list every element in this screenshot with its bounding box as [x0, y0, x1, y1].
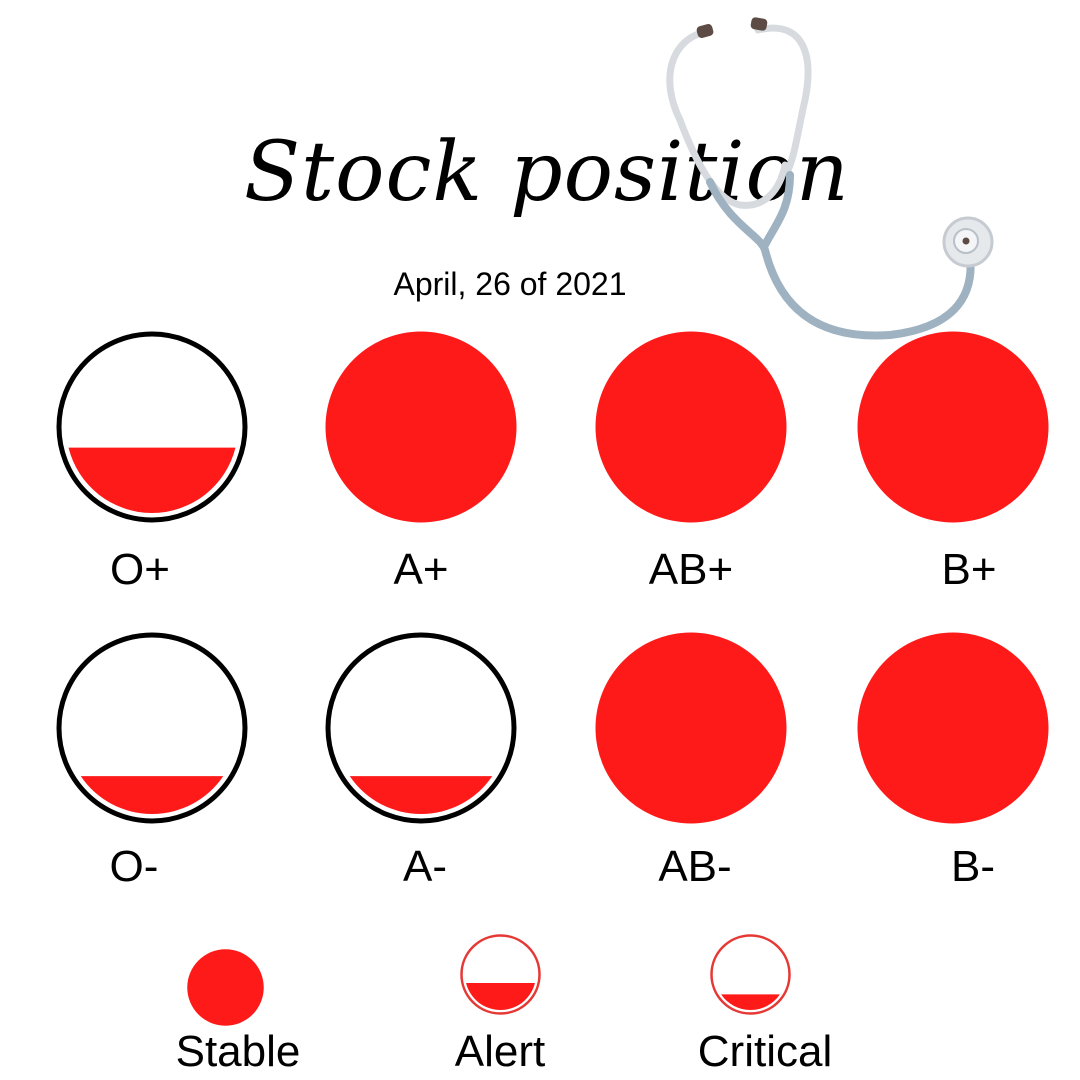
blood-drop-level-icon [325, 632, 517, 824]
blood-drop-level-icon [56, 632, 248, 824]
blood-drop-level-icon [595, 331, 787, 523]
blood-type-label: B+ [941, 545, 997, 594]
blood-type-a-neg [323, 630, 519, 826]
alert-fill-level [68, 447, 236, 513]
legend-critical-icon [709, 933, 791, 1015]
blood-type-a-pos [323, 329, 519, 525]
legend-label: Critical [697, 1027, 833, 1076]
blood-type-ab-neg [593, 630, 789, 826]
stable-fill [186, 948, 264, 1026]
outline-ring [56, 632, 248, 824]
date-label: April, 26 of 2021 [393, 266, 627, 302]
outline-ring [325, 632, 517, 824]
stable-fill [325, 331, 517, 523]
critical-fill-level [349, 776, 493, 814]
blood-drop-level-icon [56, 331, 248, 523]
blood-drop-level-icon [857, 632, 1049, 824]
outline-ring [709, 933, 791, 1015]
blood-type-label: AB+ [648, 545, 734, 594]
blood-type-b-pos [855, 329, 1051, 525]
stable-fill [857, 632, 1049, 824]
legend-alert-icon [459, 933, 541, 1015]
blood-type-label: O+ [110, 545, 170, 594]
legend-label: Alert [454, 1027, 546, 1076]
critical-fill-level [720, 993, 780, 1010]
legend-label: Stable [175, 1027, 301, 1076]
stable-fill [595, 331, 787, 523]
stable-fill [857, 331, 1049, 523]
blood-type-label: B- [951, 842, 995, 891]
blood-type-b-neg [855, 630, 1051, 826]
alert-fill-level [465, 982, 535, 1010]
blood-type-label: AB- [658, 842, 732, 891]
blood-type-o-pos [54, 329, 250, 525]
blood-drop-level-icon [857, 331, 1049, 523]
blood-type-ab-pos [593, 329, 789, 525]
stethoscope-icon [666, 17, 994, 340]
stable-fill [595, 632, 787, 824]
blood-drop-level-icon [595, 632, 787, 824]
blood-type-label: O- [109, 842, 159, 891]
blood-type-label: A+ [393, 545, 449, 594]
blood-type-o-neg [54, 630, 250, 826]
blood-drop-level-icon [325, 331, 517, 523]
critical-fill-level [80, 776, 224, 814]
legend-stable-icon [186, 948, 264, 1026]
blood-type-label: A- [403, 842, 447, 891]
